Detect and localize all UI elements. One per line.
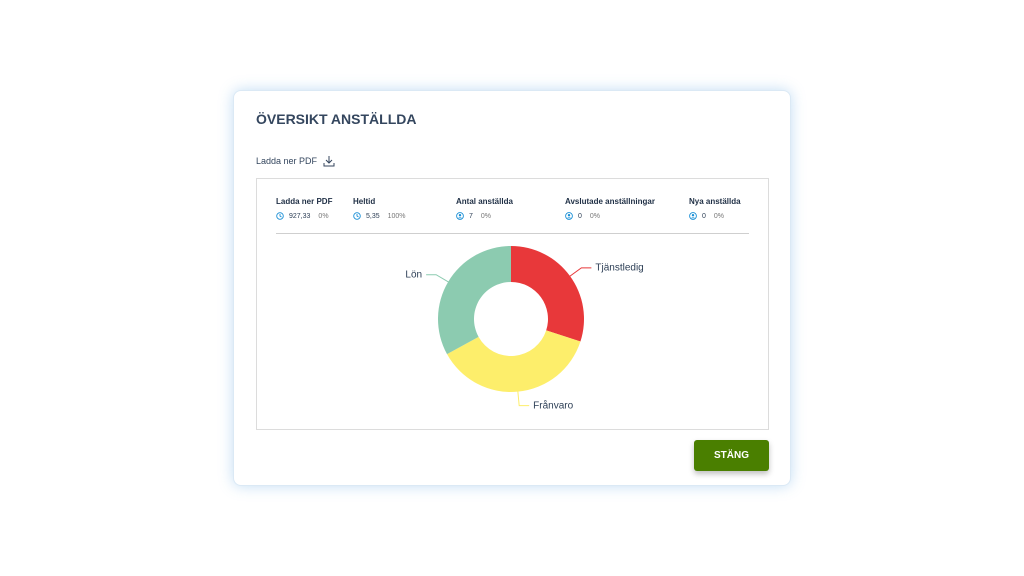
stat-icon	[276, 212, 284, 220]
stat-value: 7	[469, 212, 473, 220]
overview-panel: Tjänstledig Frånvaro Lön Ladda ner PDF 927,…	[256, 178, 769, 430]
close-button[interactable]: STÄNG	[694, 440, 769, 471]
stat-percent: 0%	[589, 212, 601, 220]
stat-percent: 100%	[387, 212, 406, 220]
stat: Antal anställda 7 0%	[456, 197, 513, 220]
download-link[interactable]: Ladda ner PDF	[256, 155, 335, 167]
stat-label: Antal anställda	[456, 197, 513, 206]
slice-label: Tjänstledig	[595, 263, 643, 274]
stat: Avslutade anställningar 0 0%	[565, 197, 655, 220]
stat: Heltid 5,35 100%	[353, 197, 406, 220]
stat-row: 0 0%	[689, 212, 741, 220]
stat-percent: 0%	[480, 212, 492, 220]
donut-slice	[438, 246, 511, 355]
stat-value: 0	[702, 212, 706, 220]
stat-percent: 0%	[318, 212, 329, 220]
leader-line	[517, 389, 530, 407]
stat-label: Heltid	[353, 197, 376, 206]
slice-label: Lön	[405, 269, 422, 280]
stat-value: 927,33	[289, 212, 311, 220]
stat-icon	[565, 212, 573, 220]
stat-icon	[353, 212, 361, 220]
stat-value: 5,35	[366, 212, 380, 220]
download-label: Ladda ner PDF	[256, 156, 318, 166]
stat: Ladda ner PDF 927,33 0%	[276, 197, 332, 220]
stat-row: 7 0%	[456, 212, 513, 220]
download-icon	[323, 156, 335, 167]
stat-icon	[689, 212, 697, 220]
slice-label: Frånvaro	[533, 399, 573, 411]
stat-row: 0 0%	[565, 212, 655, 220]
stat-row: 927,33 0%	[276, 212, 332, 220]
leader-line	[426, 274, 451, 284]
stat-value: 0	[578, 212, 582, 220]
stat: Nya anställda 0 0%	[689, 197, 741, 220]
stat-percent: 0%	[713, 212, 725, 220]
donut-slice	[447, 330, 581, 392]
stat-label: Ladda ner PDF	[276, 197, 333, 206]
stat-label: Nya anställda	[689, 197, 741, 206]
stat-label: Avslutade anställningar	[565, 197, 655, 206]
separator	[276, 233, 749, 234]
donut-chart: Tjänstledig Frånvaro Lön	[405, 246, 644, 411]
dialog-title: ÖVERSIKT ANSTÄLLDA	[256, 111, 417, 127]
stat-row: 5,35 100%	[353, 212, 406, 220]
donut-slice	[511, 246, 584, 342]
dialog: ÖVERSIKT ANSTÄLLDA Ladda ner PDF Tjänstl…	[233, 90, 791, 486]
leader-line	[568, 267, 592, 278]
stat-icon	[456, 212, 464, 220]
